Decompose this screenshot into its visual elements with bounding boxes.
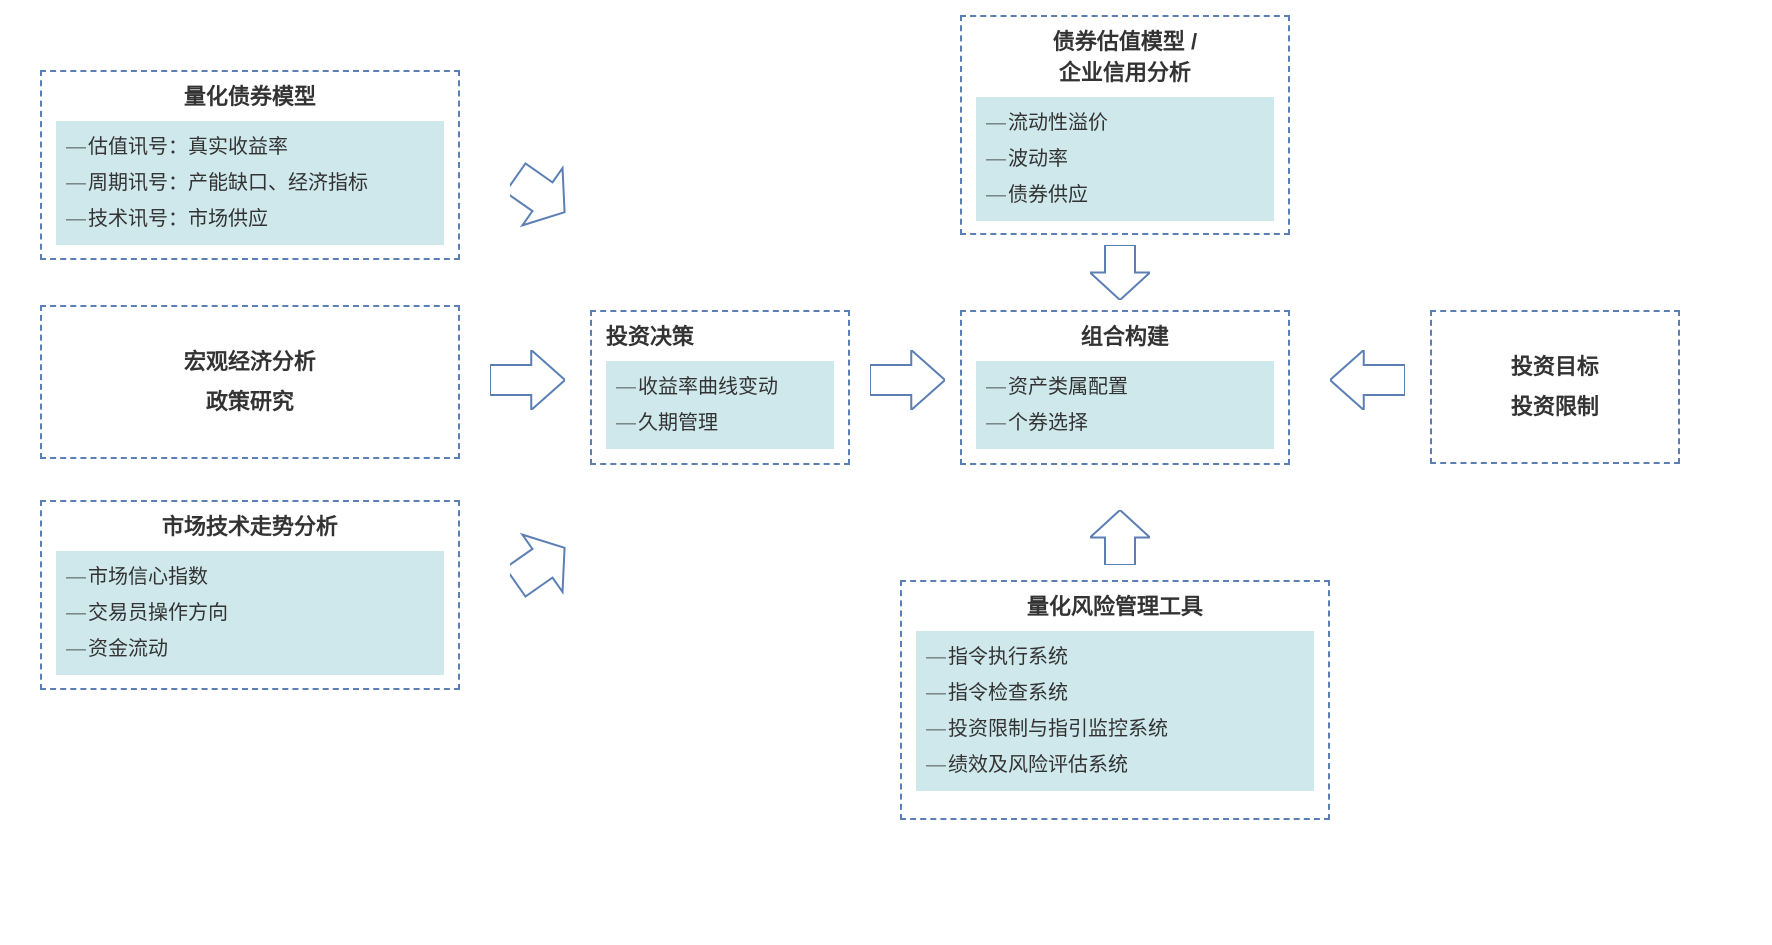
node-item: 资产类属配置 xyxy=(986,369,1264,405)
node-item: 技术讯号：市场供应 xyxy=(66,201,434,237)
node-body: 流动性溢价波动率债券供应 xyxy=(976,97,1274,221)
node-title-line: 政策研究 xyxy=(56,382,444,422)
node-item: 估值讯号：真实收益率 xyxy=(66,129,434,165)
node-body: 估值讯号：真实收益率周期讯号：产能缺口、经济指标技术讯号：市场供应 xyxy=(56,121,444,245)
node-item: 指令检查系统 xyxy=(926,675,1304,711)
arrow-a2 xyxy=(490,350,565,410)
node-item: 资金流动 xyxy=(66,631,434,667)
node-title: 量化债券模型 xyxy=(56,82,444,113)
node-title: 投资决策 xyxy=(606,322,834,353)
arrow-a4 xyxy=(870,350,945,410)
node-title-line: 宏观经济分析 xyxy=(56,342,444,382)
arrow-a3 xyxy=(510,530,570,600)
arrow-a7 xyxy=(1330,350,1405,410)
node-item: 投资限制与指引监控系统 xyxy=(926,711,1304,747)
node-n3: 市场技术走势分析市场信心指数交易员操作方向资金流动 xyxy=(40,500,460,690)
node-item: 周期讯号：产能缺口、经济指标 xyxy=(66,165,434,201)
node-item: 个券选择 xyxy=(986,405,1264,441)
node-n2: 宏观经济分析政策研究 xyxy=(40,305,460,459)
node-title-line: 投资限制 xyxy=(1446,387,1664,427)
node-body: 收益率曲线变动久期管理 xyxy=(606,361,834,449)
node-title: 债券估值模型 /企业信用分析 xyxy=(976,27,1274,89)
node-n7: 量化风险管理工具指令执行系统指令检查系统投资限制与指引监控系统绩效及风险评估系统 xyxy=(900,580,1330,820)
node-title-line: 债券估值模型 / xyxy=(976,27,1274,58)
arrow-a1 xyxy=(510,160,570,230)
node-body: 市场信心指数交易员操作方向资金流动 xyxy=(56,551,444,675)
node-title-line: 企业信用分析 xyxy=(976,58,1274,89)
node-title: 宏观经济分析政策研究 xyxy=(56,317,444,447)
node-title: 组合构建 xyxy=(976,322,1274,353)
arrow-a6 xyxy=(1090,510,1150,565)
node-body: 资产类属配置个券选择 xyxy=(976,361,1274,449)
node-title: 市场技术走势分析 xyxy=(56,512,444,543)
node-item: 波动率 xyxy=(986,141,1264,177)
node-item: 绩效及风险评估系统 xyxy=(926,747,1304,783)
node-n8: 投资目标投资限制 xyxy=(1430,310,1680,464)
node-n1: 量化债券模型估值讯号：真实收益率周期讯号：产能缺口、经济指标技术讯号：市场供应 xyxy=(40,70,460,260)
node-item: 市场信心指数 xyxy=(66,559,434,595)
node-item: 指令执行系统 xyxy=(926,639,1304,675)
node-body: 指令执行系统指令检查系统投资限制与指引监控系统绩效及风险评估系统 xyxy=(916,631,1314,791)
arrow-a5 xyxy=(1090,245,1150,300)
node-item: 交易员操作方向 xyxy=(66,595,434,631)
node-n6: 组合构建资产类属配置个券选择 xyxy=(960,310,1290,465)
node-item: 债券供应 xyxy=(986,177,1264,213)
node-item: 收益率曲线变动 xyxy=(616,369,824,405)
node-title-line: 投资目标 xyxy=(1446,347,1664,387)
node-title: 量化风险管理工具 xyxy=(916,592,1314,623)
node-item: 流动性溢价 xyxy=(986,105,1264,141)
node-n5: 债券估值模型 /企业信用分析流动性溢价波动率债券供应 xyxy=(960,15,1290,235)
node-n4: 投资决策收益率曲线变动久期管理 xyxy=(590,310,850,465)
node-item: 久期管理 xyxy=(616,405,824,441)
node-title: 投资目标投资限制 xyxy=(1446,322,1664,452)
